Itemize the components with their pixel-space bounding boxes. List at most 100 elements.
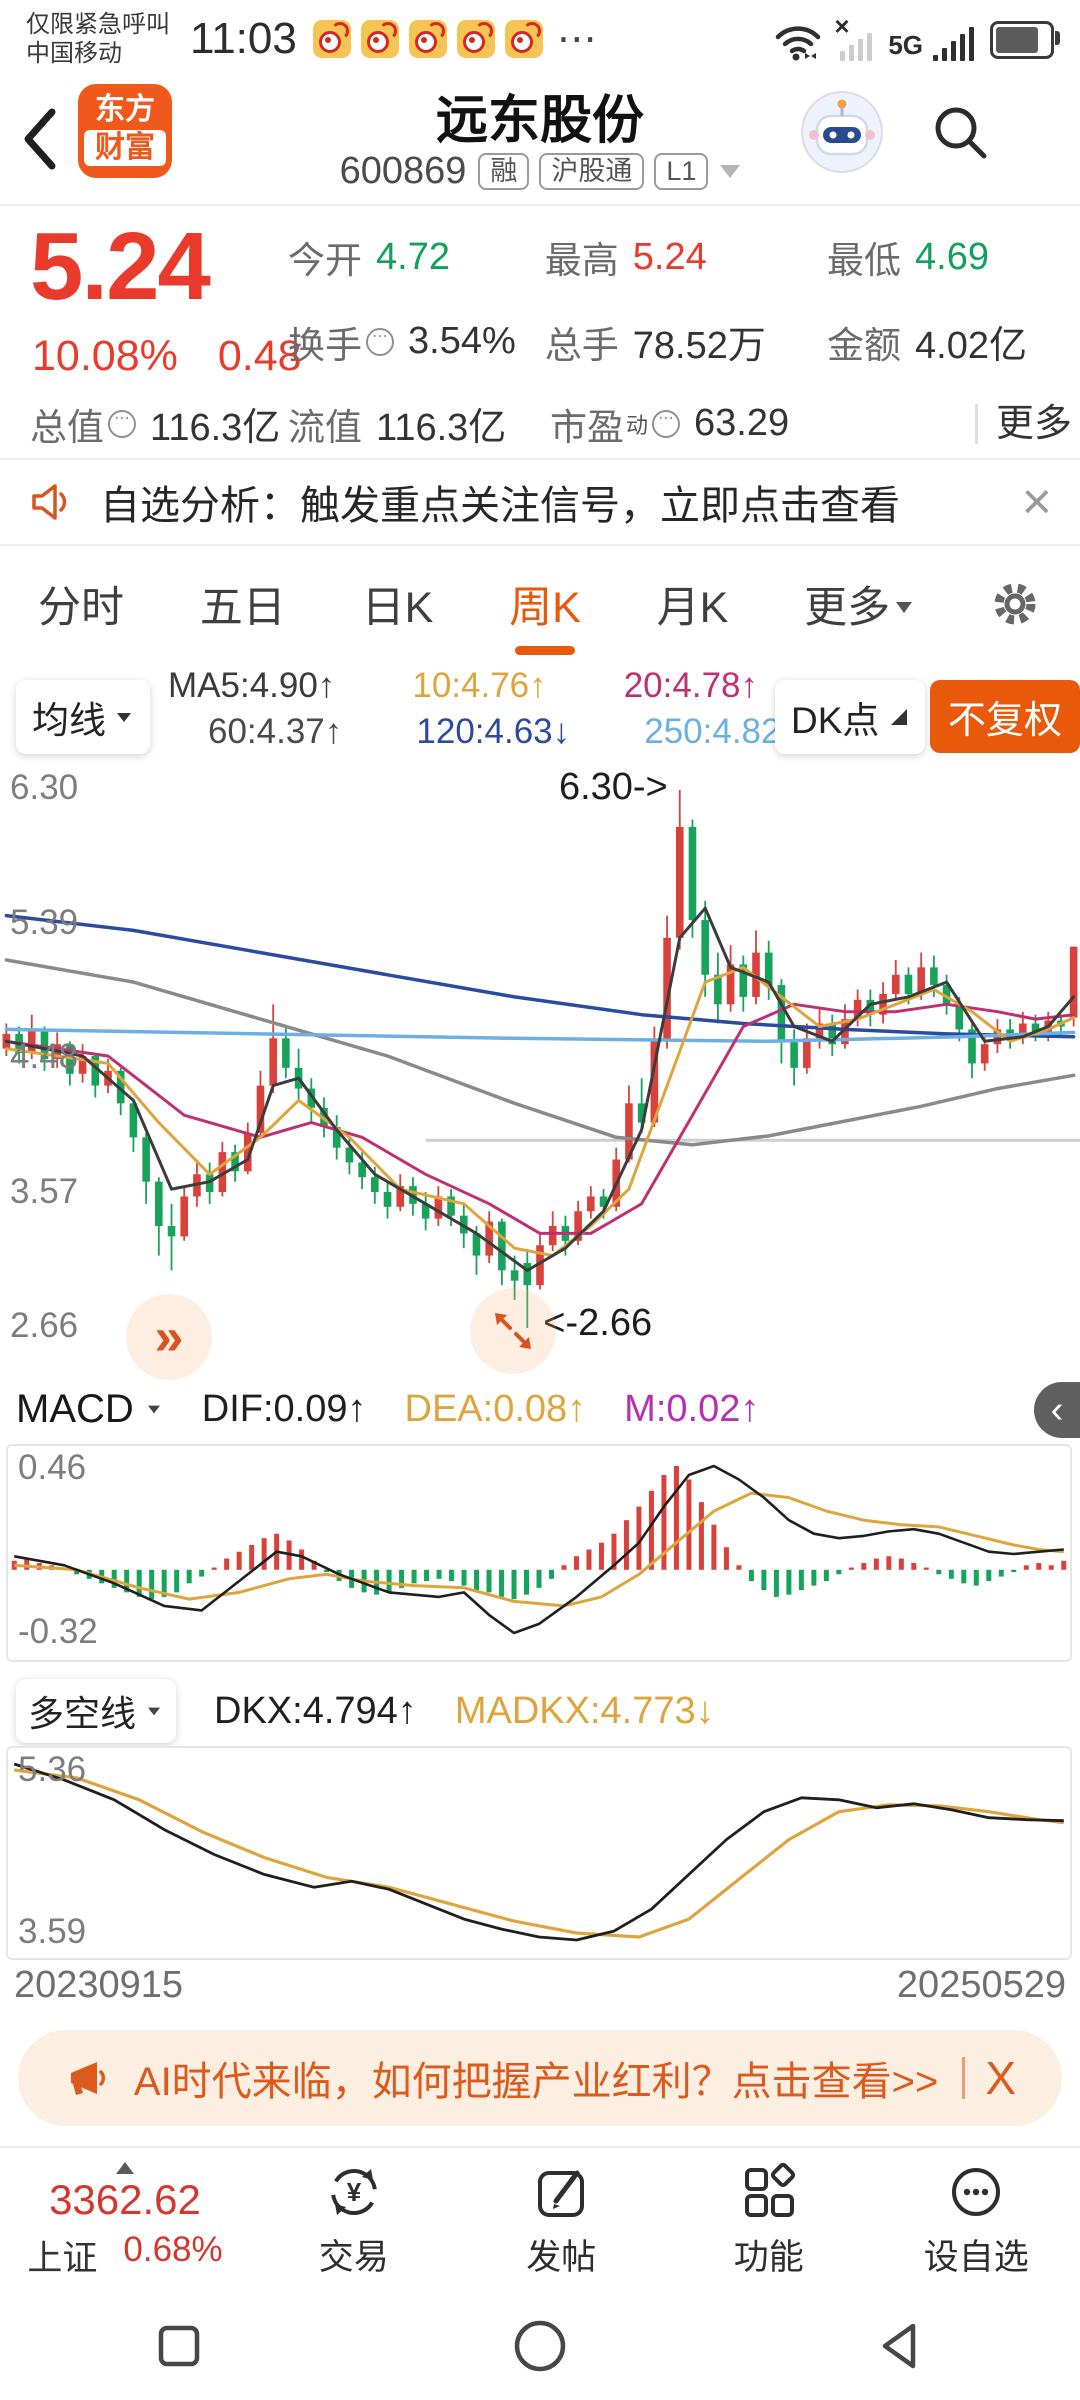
settings-gear-icon[interactable] <box>988 577 1042 631</box>
dkx-pane[interactable]: 5.36 3.59 <box>6 1746 1072 1960</box>
nav-functions-label: 功能 <box>733 2237 804 2277</box>
expand-chevrons-icon[interactable]: » <box>126 1294 212 1380</box>
eastmoney-logo[interactable]: 东方 财富 <box>78 84 172 178</box>
high-price-note: 6.30-> <box>558 766 668 808</box>
dkx-title: 多空线 <box>28 1693 137 1734</box>
stock-code: 600869 <box>339 150 467 192</box>
stat-label: 今开 <box>288 240 362 281</box>
promo-banner[interactable]: AI时代来临，如何把握产业红利？点击查看>> X <box>18 2030 1062 2126</box>
nav-post[interactable]: 发帖 <box>458 2163 666 2280</box>
home-button[interactable] <box>512 2318 568 2374</box>
banner-text[interactable]: AI时代来临，如何把握产业红利？点击查看>> <box>133 2060 939 2104</box>
status-icons: × 5G <box>772 11 1060 61</box>
chevron-down-icon[interactable] <box>720 165 741 178</box>
quote-stat: 总手 78.52万 <box>545 314 827 369</box>
info-icon[interactable] <box>366 326 394 356</box>
stat-value: 116.3亿 <box>150 407 281 449</box>
search-icon[interactable] <box>930 102 992 164</box>
tab-分时[interactable]: 分时 <box>38 573 124 635</box>
nav-trade[interactable]: ¥ 交易 <box>250 2163 458 2280</box>
nav-trade-label: 交易 <box>318 2237 389 2277</box>
stat-label: 总值 <box>30 406 104 448</box>
low-price-note: <-2.66 <box>543 1302 653 1344</box>
tab-label: 月K <box>656 584 729 632</box>
dkx-value: DKX:4.794↑ <box>214 1689 417 1732</box>
start-date: 20230915 <box>14 1964 184 2006</box>
notification-icons <box>312 20 543 58</box>
corner-triangle-icon <box>891 709 908 725</box>
kline-canvas[interactable] <box>0 760 1080 1374</box>
date-range: 20230915 20250529 <box>0 1964 1080 2008</box>
stat-value: 4.02亿 <box>915 325 1027 367</box>
notice-close-icon[interactable]: × <box>1021 473 1052 531</box>
tab-五日[interactable]: 五日 <box>200 573 286 635</box>
tab-label: 五日 <box>199 584 286 632</box>
dkx-ymin-label: 3.59 <box>18 1912 87 1951</box>
assistant-robot-avatar[interactable] <box>800 90 884 174</box>
dkx-selector-button[interactable]: 多空线 <box>16 1679 177 1743</box>
quote-stats-grid: 今开 4.72 最高 5.24 最低 4.69 换手 3.54% 总手 78.52万 金额 4.02亿… <box>288 212 1072 452</box>
emergency-only-text: 仅限紧急呼叫 <box>26 11 170 38</box>
active-tab-underline <box>514 646 575 655</box>
nav-functions[interactable]: 功能 <box>665 2162 873 2280</box>
ma-selector-label: 均线 <box>32 700 106 741</box>
quote-stat: 今开 4.72 <box>288 230 545 284</box>
back-nav-button[interactable] <box>875 2320 927 2372</box>
logo-line1: 东方 <box>95 93 155 126</box>
quote-row: 今开 4.72 最高 5.24 最低 4.69 <box>288 230 1072 284</box>
functions-grid-icon <box>744 2162 795 2217</box>
banner-close-icon[interactable]: X <box>985 2052 1017 2104</box>
tab-周K[interactable]: 周K <box>509 573 581 655</box>
nav-watchlist[interactable]: 设自选 <box>873 2163 1080 2280</box>
bottom-nav: 3362.62 上证 0.68% ¥ 交易 发帖 <box>0 2146 1080 2294</box>
more-button[interactable]: 更多 <box>974 403 1072 444</box>
dk-point-button[interactable]: DK点 <box>775 680 926 754</box>
dkx-header: 多空线 DKX:4.794↑ MADKX:4.773↓ <box>0 1679 1080 1743</box>
alert-notice-bar[interactable]: 自选分析：触发重点关注信号，立即点击查看 × <box>0 458 1080 546</box>
macd-pane[interactable]: 0.46 -0.32 <box>6 1444 1072 1662</box>
tab-月K[interactable]: 月K <box>657 573 729 635</box>
ma-value: MA5:4.90↑ <box>168 666 336 705</box>
resize-cursor-icon[interactable] <box>470 1288 556 1374</box>
svg-text:¥: ¥ <box>347 2177 362 2207</box>
quote-board: 5.24 10.08% 0.48 总值 116.3亿 今开 4.72 最高 5.24 最低… <box>0 212 1080 452</box>
no-adjust-button[interactable]: 不复权 <box>930 680 1080 753</box>
logo-line2: 财富 <box>84 130 166 166</box>
ma-value: 60:4.37↑ <box>208 712 343 751</box>
tab-label: 日K <box>361 584 434 632</box>
macd-title[interactable]: MACD <box>16 1386 134 1431</box>
stat-value: 3.54% <box>408 320 516 362</box>
tab-label: 周K <box>509 584 581 632</box>
info-icon[interactable] <box>652 408 681 438</box>
collapse-pane-button[interactable]: ‹ <box>1034 1382 1080 1438</box>
period-tabs: 分时 五日 日K 周K 月K 更多 <box>0 552 1080 656</box>
quote-stat: 市盈动 63.29 <box>550 397 838 451</box>
macd-ymin-label: -0.32 <box>18 1612 98 1651</box>
stat-label: 市盈 <box>550 406 624 448</box>
recent-apps-button[interactable] <box>153 2320 205 2372</box>
tab-日K[interactable]: 日K <box>362 573 434 635</box>
notice-text[interactable]: 自选分析：触发重点关注信号，立即点击查看 <box>100 484 900 528</box>
stock-subtitle[interactable]: 600869 融沪股通 L1 <box>0 150 1080 193</box>
ma-value: 10:4.76↑ <box>412 666 547 705</box>
back-icon[interactable] <box>16 106 66 172</box>
tab-more[interactable]: 更多 <box>804 573 913 635</box>
index-quote-item[interactable]: 3362.62 上证 0.68% <box>0 2161 250 2281</box>
chevron-down-icon <box>896 601 913 613</box>
sim1-no-signal-icon: × <box>834 11 873 61</box>
quote-stat: 换手 3.54% <box>288 315 545 369</box>
nav-watchlist-label: 设自选 <box>923 2237 1029 2277</box>
chevron-down-icon[interactable] <box>147 1405 160 1413</box>
info-icon[interactable] <box>108 408 136 438</box>
change-amount: 0.48 <box>217 332 302 380</box>
kline-chart[interactable]: 6.30 5.39 4.48 3.57 2.66 6.30-> <-2.66 » <box>0 760 1080 1380</box>
tab-label: 分时 <box>38 584 124 632</box>
ma-selector-button[interactable]: 均线 <box>16 680 150 754</box>
stat-value: 63.29 <box>694 402 790 444</box>
status-bar: 仅限紧急呼叫 中国移动 11:03 ⋯ × 5G <box>0 6 1080 72</box>
indicator-bar: 均线 MA5:4.90↑ 10:4.76↑ 20:4.78↑ 60:4.37↑ 120… <box>0 660 1080 760</box>
quote-stat: 流值 116.3亿 <box>288 396 550 451</box>
last-price: 5.24 <box>30 213 211 320</box>
stat-label: 金额 <box>827 324 901 366</box>
